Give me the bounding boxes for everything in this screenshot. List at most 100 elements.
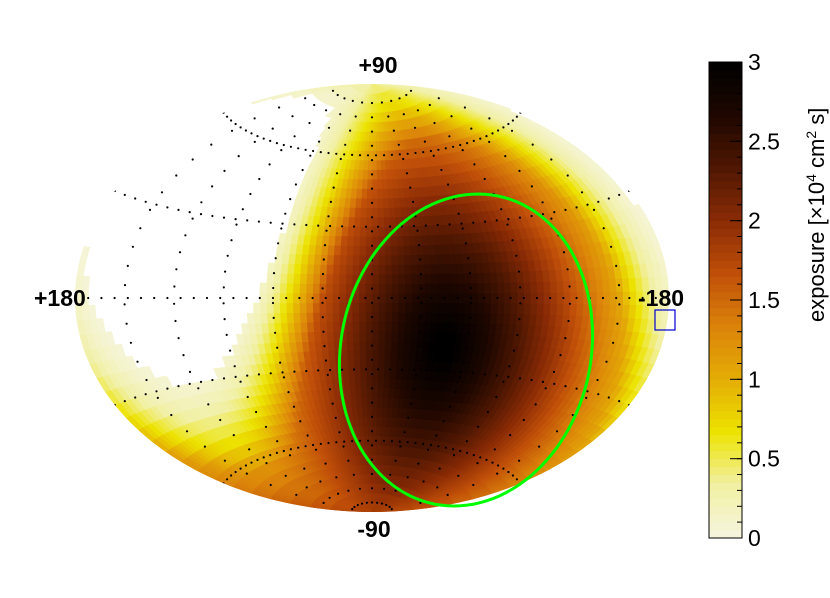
- grid-dot: [575, 387, 578, 390]
- heatmap-cell: [352, 235, 361, 246]
- heatmap-cell: [259, 302, 268, 314]
- grid-dot: [324, 462, 327, 465]
- grid-dot: [329, 368, 332, 372]
- heatmap-cell: [376, 397, 384, 408]
- grid-dot: [188, 211, 191, 214]
- heatmap-cell: [319, 331, 328, 342]
- heatmap-cell: [332, 283, 340, 294]
- grid-dot: [495, 374, 498, 377]
- grid-dot: [518, 377, 522, 380]
- heatmap-cell: [378, 302, 386, 313]
- heatmap-cell: [502, 271, 511, 283]
- heatmap-cell: [313, 331, 322, 342]
- colorbar-segment: [709, 133, 742, 142]
- heatmap-cell: [403, 321, 412, 332]
- heatmap-cell: [378, 264, 386, 275]
- grid-dot: [155, 390, 158, 393]
- heatmap-cell: [378, 330, 386, 342]
- grid-dot: [295, 493, 298, 496]
- heatmap-cell: [293, 322, 302, 333]
- grid-dot: [321, 316, 324, 319]
- heatmap-cell: [366, 416, 373, 427]
- grid-dot: [618, 303, 621, 306]
- grid-dot: [319, 442, 322, 445]
- grid-dot: [239, 467, 242, 470]
- heatmap-cell: [375, 426, 382, 437]
- heatmap-cell: [332, 254, 341, 265]
- grid-dot: [515, 478, 519, 481]
- grid-dot: [446, 493, 449, 496]
- grid-dot: [272, 316, 275, 319]
- heatmap-cell: [588, 279, 597, 293]
- grid-dot: [328, 496, 331, 499]
- colorbar-segment: [709, 419, 742, 428]
- heatmap-cell: [332, 264, 341, 275]
- heatmap-cell: [325, 283, 333, 294]
- heatmap-cell: [503, 302, 511, 314]
- grid-dot: [262, 137, 265, 140]
- heatmap-cell: [402, 235, 410, 246]
- heatmap-cell: [489, 312, 498, 324]
- grid-dot: [234, 470, 237, 474]
- colorbar-segment: [709, 268, 742, 277]
- heatmap-cell: [404, 283, 412, 294]
- heatmap-cell: [253, 312, 262, 324]
- heatmap-cell: [377, 368, 385, 380]
- grid-dot: [473, 163, 476, 166]
- heatmap-cell: [371, 416, 378, 427]
- heatmap-cell: [345, 264, 353, 275]
- grid-dot: [519, 302, 522, 305]
- heatmap-cell: [421, 340, 430, 352]
- grid-dot: [237, 155, 240, 158]
- heatmap-cell: [366, 178, 373, 189]
- grid-dot: [304, 97, 307, 100]
- grid-dot: [419, 272, 423, 276]
- grid-dot: [460, 222, 463, 225]
- grid-dot: [400, 368, 403, 371]
- heatmap-cell: [319, 273, 327, 284]
- heatmap-cell: [371, 473, 375, 484]
- grid-dot: [437, 445, 440, 448]
- heatmap-cell: [371, 273, 379, 285]
- grid-dot: [239, 126, 242, 129]
- grid-dot: [275, 142, 278, 145]
- heatmap-cell: [371, 264, 379, 275]
- grid-dot: [406, 476, 409, 479]
- grid-dot: [454, 391, 457, 394]
- grid-dot: [344, 143, 347, 146]
- heatmap-cell: [414, 350, 423, 361]
- grid-dot: [449, 405, 452, 408]
- heatmap-cell: [276, 242, 285, 254]
- grid-dot: [226, 254, 229, 257]
- heatmap-cell: [371, 445, 377, 456]
- grid-dot: [374, 439, 378, 442]
- grid-dot: [389, 473, 392, 476]
- grid-dot: [496, 472, 499, 475]
- grid-dot: [374, 154, 378, 157]
- grid-dot: [519, 286, 522, 289]
- grid-dot: [289, 448, 292, 451]
- grid-dot: [370, 344, 374, 347]
- heatmap-cell: [421, 244, 430, 256]
- heatmap-cell: [397, 321, 406, 332]
- grid-dot: [417, 462, 420, 465]
- heatmap-cell: [449, 322, 458, 333]
- heatmap-cell: [403, 264, 412, 275]
- heatmap-cell: [457, 302, 465, 314]
- grid-dot: [370, 472, 374, 476]
- grid-dot: [382, 154, 386, 157]
- heatmap-cell: [359, 368, 367, 380]
- grid-dot: [370, 301, 374, 304]
- heatmap-cell: [347, 359, 355, 370]
- heatmap-cell: [463, 272, 471, 284]
- grid-dot: [358, 487, 361, 490]
- heatmap-cell: [397, 302, 406, 313]
- heatmap-cell: [359, 359, 367, 370]
- colorbar-segment: [709, 141, 742, 150]
- grid-dot: [370, 216, 374, 219]
- heatmap-cell: [387, 197, 395, 208]
- grid-dot: [232, 434, 235, 437]
- heatmap-cell: [365, 207, 373, 218]
- heatmap-cell: [555, 280, 564, 293]
- heatmap-cell: [299, 321, 308, 333]
